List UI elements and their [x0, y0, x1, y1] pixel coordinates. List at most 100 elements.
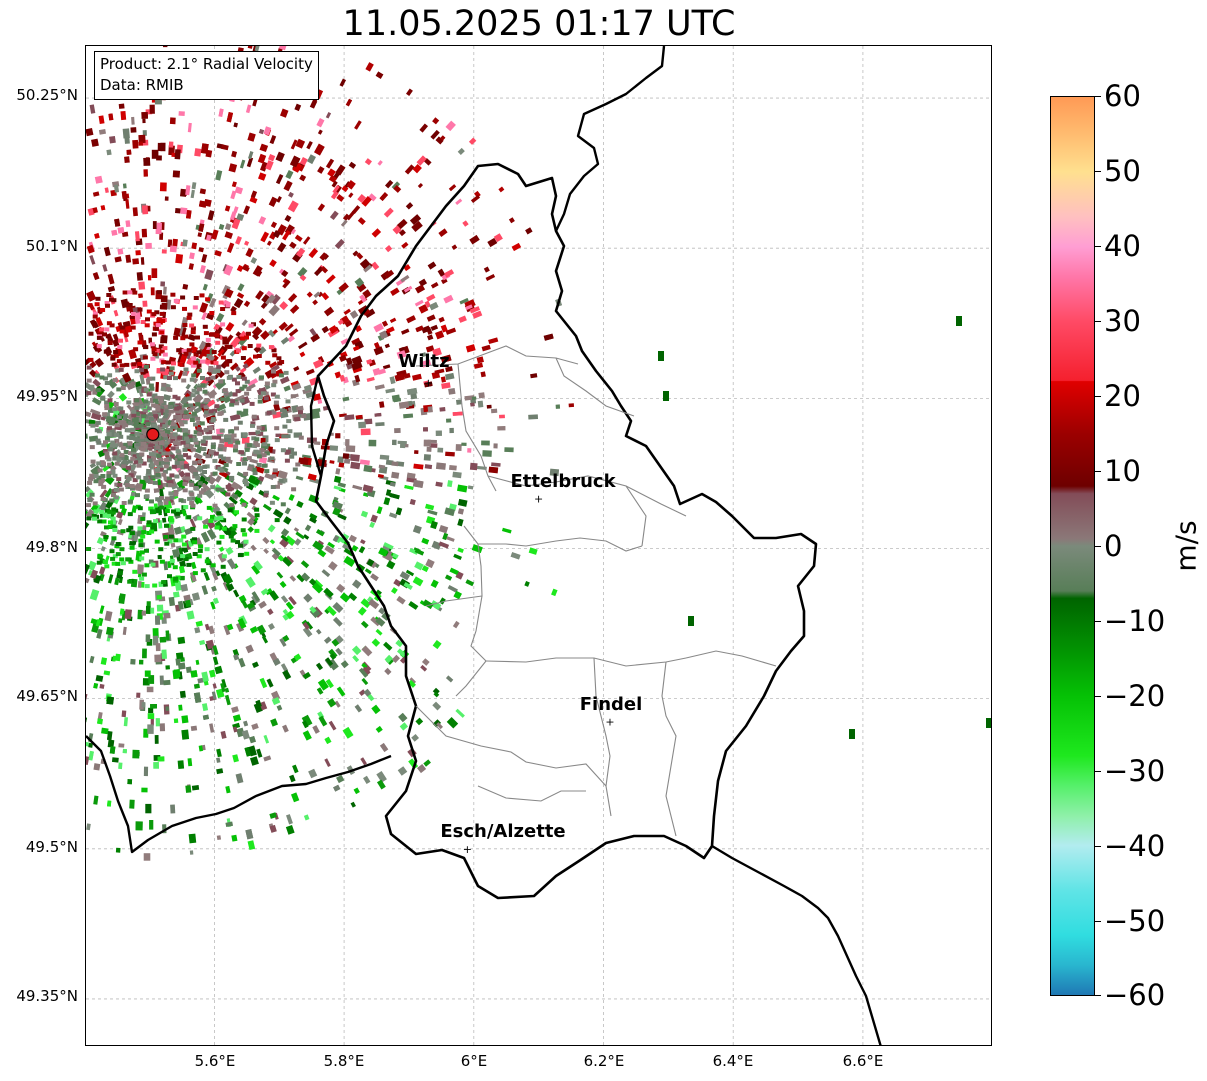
velocity-echo — [543, 333, 554, 341]
velocity-echo — [150, 463, 156, 468]
lat-label: 49.65°N — [16, 687, 78, 705]
velocity-echo — [555, 404, 561, 409]
district-boundary — [415, 345, 579, 367]
velocity-echo — [316, 529, 325, 537]
velocity-echo — [236, 462, 242, 466]
velocity-echo — [447, 584, 458, 593]
velocity-echo — [202, 464, 208, 469]
velocity-echo — [203, 405, 209, 410]
velocity-echo — [182, 371, 188, 376]
velocity-echo — [226, 623, 234, 631]
velocity-echo — [482, 450, 492, 457]
velocity-echo — [198, 247, 204, 253]
velocity-echo — [142, 355, 148, 360]
velocity-echo — [109, 498, 115, 503]
velocity-echo — [104, 525, 109, 530]
velocity-echo — [278, 321, 288, 331]
velocity-echo — [112, 378, 118, 383]
velocity-echo — [115, 847, 121, 853]
velocity-echo — [242, 384, 248, 389]
velocity-echo — [391, 461, 399, 467]
velocity-echo — [99, 327, 105, 332]
velocity-echo — [246, 157, 254, 168]
velocity-echo — [128, 451, 133, 456]
velocity-echo — [392, 439, 397, 446]
velocity-echo — [139, 556, 145, 561]
velocity-echo — [244, 551, 250, 556]
velocity-echo — [212, 367, 218, 372]
velocity-echo — [293, 416, 301, 422]
velocity-echo — [333, 784, 341, 792]
velocity-echo — [201, 253, 208, 263]
velocity-echo — [242, 532, 248, 537]
velocity-echo — [155, 472, 161, 477]
velocity-echo — [298, 410, 303, 415]
velocity-echo — [218, 300, 224, 305]
velocity-echo — [106, 149, 112, 156]
velocity-echo — [157, 479, 162, 486]
velocity-echo — [102, 465, 110, 472]
velocity-echo — [179, 575, 185, 580]
velocity-echo — [366, 558, 375, 567]
velocity-echo — [167, 239, 173, 248]
velocity-echo — [366, 376, 375, 382]
velocity-echo — [312, 393, 322, 401]
velocity-echo — [265, 160, 274, 171]
velocity-echo — [118, 338, 123, 343]
velocity-echo — [93, 474, 99, 478]
velocity-echo — [412, 576, 424, 587]
velocity-echo — [121, 420, 127, 425]
velocity-echo — [218, 454, 224, 459]
velocity-echo — [196, 387, 202, 392]
velocity-echo — [260, 330, 270, 340]
velocity-echo — [187, 496, 193, 501]
velocity-echo — [119, 504, 125, 509]
velocity-echo — [90, 475, 96, 480]
velocity-echo — [129, 434, 135, 438]
velocity-echo — [165, 360, 171, 365]
velocity-echo — [243, 539, 249, 544]
velocity-echo — [351, 545, 359, 552]
velocity-echo — [174, 474, 180, 479]
velocity-echo — [86, 489, 94, 498]
velocity-echo — [105, 626, 114, 636]
velocity-echo — [160, 460, 166, 465]
velocity-echo — [164, 461, 170, 466]
graticule — [86, 46, 991, 1045]
velocity-echo — [104, 327, 110, 332]
velocity-echo — [242, 461, 247, 466]
velocity-echo — [348, 161, 357, 169]
velocity-echo — [248, 475, 256, 483]
velocity-echo — [467, 448, 472, 453]
map-panel[interactable]: + + + + — [85, 45, 992, 1046]
velocity-echo — [170, 542, 176, 548]
velocity-echo — [401, 328, 410, 335]
radar-map[interactable]: ++++ — [86, 46, 992, 1046]
velocity-echo — [266, 240, 272, 246]
velocity-echo — [178, 454, 184, 459]
velocity-echo — [206, 528, 217, 540]
velocity-echo — [198, 745, 203, 752]
velocity-echo — [131, 452, 137, 457]
velocity-echo — [409, 214, 422, 226]
velocity-echo — [481, 440, 490, 446]
velocity-echo — [109, 746, 116, 754]
velocity-echo — [111, 507, 117, 512]
velocity-echo — [275, 484, 280, 489]
velocity-echo — [230, 336, 241, 349]
velocity-echo — [199, 639, 206, 646]
velocity-echo — [140, 257, 145, 265]
velocity-echo — [162, 352, 168, 357]
velocity-echo — [169, 495, 175, 500]
velocity-echo — [269, 361, 278, 369]
velocity-echo — [430, 600, 442, 610]
velocity-echo — [239, 398, 245, 403]
velocity-echo — [290, 228, 297, 235]
velocity-echo — [243, 408, 249, 413]
velocity-echo — [375, 589, 382, 596]
velocity-echo — [148, 506, 154, 511]
velocity-echo — [186, 455, 192, 460]
velocity-echo — [413, 463, 424, 470]
velocity-echo — [465, 579, 475, 587]
velocity-echo — [328, 720, 337, 731]
